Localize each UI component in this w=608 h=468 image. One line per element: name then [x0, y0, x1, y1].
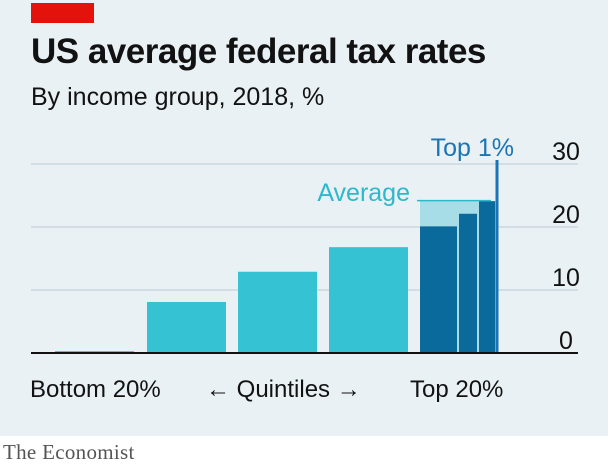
- chart-panel: [0, 0, 608, 436]
- chart-title: US average federal tax rates: [31, 32, 486, 71]
- bar-top20-segment-1: [420, 226, 457, 353]
- y-tick-label-10: 10: [552, 264, 580, 292]
- x-label-quintiles: ← Quintiles →: [206, 376, 361, 403]
- source-logo: The Economist: [3, 440, 135, 464]
- y-tick-label-0: 0: [559, 327, 573, 355]
- bar-quintile-4: [329, 247, 408, 353]
- top1-label: Top 1%: [431, 134, 514, 162]
- x-label-top-20: Top 20%: [410, 376, 504, 403]
- brand-red-tag: [31, 3, 94, 23]
- x-label-bottom-20: Bottom 20%: [30, 376, 161, 403]
- y-tick-label-20: 20: [552, 201, 580, 229]
- average-label: Average: [317, 179, 410, 207]
- bar-top20-segment-3: [479, 201, 495, 353]
- bar-quintile-2: [147, 301, 226, 353]
- chart-subtitle: By income group, 2018, %: [31, 83, 325, 111]
- bar-top20-segment-2: [459, 213, 477, 353]
- bar-chart: 0 10 20 30 Top 1% Average: [31, 134, 580, 355]
- bar-quintile-3: [238, 271, 317, 353]
- y-tick-label-30: 30: [552, 138, 580, 166]
